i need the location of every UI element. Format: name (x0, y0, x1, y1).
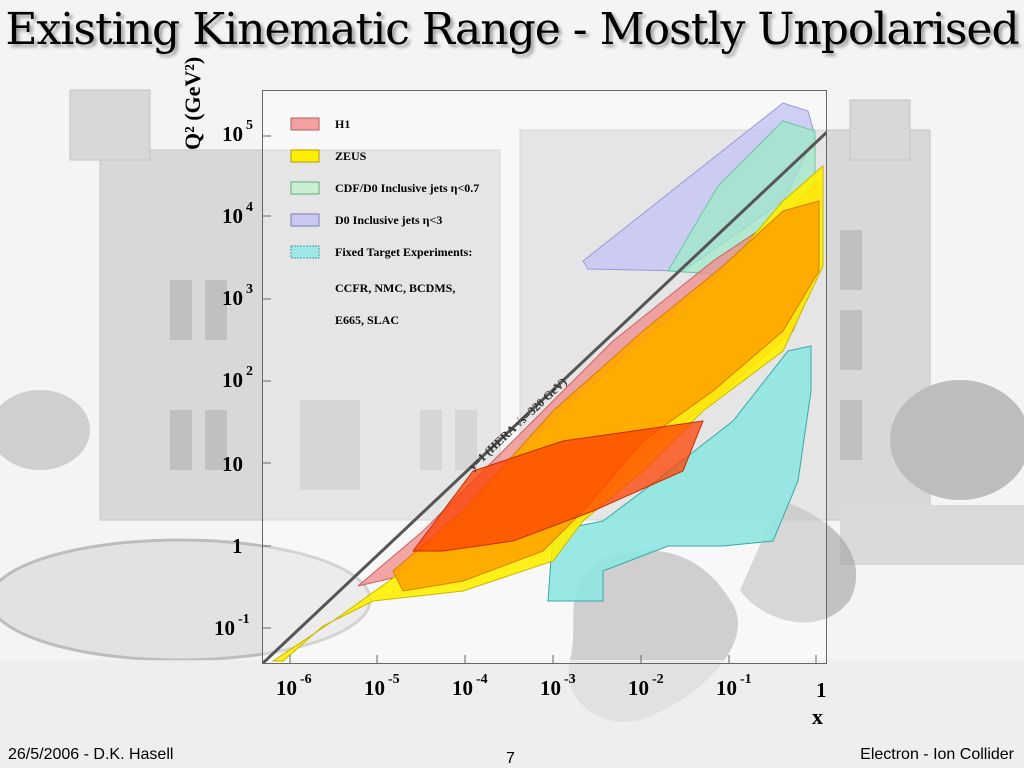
legend-label-fixed-target: Fixed Target Experiments: (335, 245, 473, 259)
legend-swatch-zeus (290, 149, 320, 163)
legend-label-h1: H1 (335, 117, 351, 131)
y-axis-label: Q² (GeV²) (180, 56, 205, 150)
high-density-region (412, 420, 704, 552)
legend-swatch-cdf (290, 181, 320, 195)
x-axis-label: x (812, 704, 823, 729)
legend-label-cdf: CDF/D0 Inclusive jets η<0.7 (335, 181, 480, 195)
footer-date-author: 26/5/2006 - D.K. Hasell (8, 746, 174, 763)
y-tick-1e-1: 10 -1 (214, 612, 250, 640)
kinematic-limit-line (263, 130, 826, 663)
y-tick-10: 10 (222, 452, 243, 476)
legend-label-zeus: ZEUS (335, 149, 367, 163)
legend-swatch-d0 (290, 213, 320, 227)
x-tick-1e-4: 10 -4 (452, 672, 488, 700)
slide-number: 7 (506, 750, 515, 767)
legend-swatch-fixed-target (290, 245, 320, 259)
footer-talk-title: Electron - Ion Collider (860, 746, 1014, 763)
y-tick-1e2: 10 2 (222, 364, 253, 392)
x-tick-1e-6: 10 -6 (276, 672, 312, 700)
legend-swatch-h1 (290, 117, 320, 131)
legend-label-d0: D0 Inclusive jets η<3 (335, 213, 443, 227)
legend-label-experiments-1: CCFR, NMC, BCDMS, (335, 281, 456, 295)
x-tick-1: 1 (816, 678, 827, 702)
y-tick-1e5: 10 5 (222, 118, 253, 146)
y-tick-1: 1 (232, 534, 243, 558)
legend-swatches (290, 117, 320, 259)
legend-label-experiments-2: E665, SLAC (335, 313, 400, 327)
fixed-target-region (547, 345, 812, 602)
x-tick-1e-2: 10 -2 (628, 672, 664, 700)
x-tick-1e-1: 10 -1 (716, 672, 752, 700)
x-tick-1e-3: 10 -3 (540, 672, 576, 700)
plot-frame: y=1 (HERA √s=320 GeV) H1 ZEUS CDF/D0 Inc… (262, 90, 827, 664)
y-tick-1e3: 10 3 (222, 282, 253, 310)
slide-title: Existing Kinematic Range - Mostly Unpola… (5, 4, 1019, 55)
x-tick-1e-5: 10 -5 (364, 672, 400, 700)
y-tick-1e4: 10 4 (222, 200, 253, 228)
kinematic-range-plot: y=1 (HERA √s=320 GeV) (263, 91, 826, 663)
